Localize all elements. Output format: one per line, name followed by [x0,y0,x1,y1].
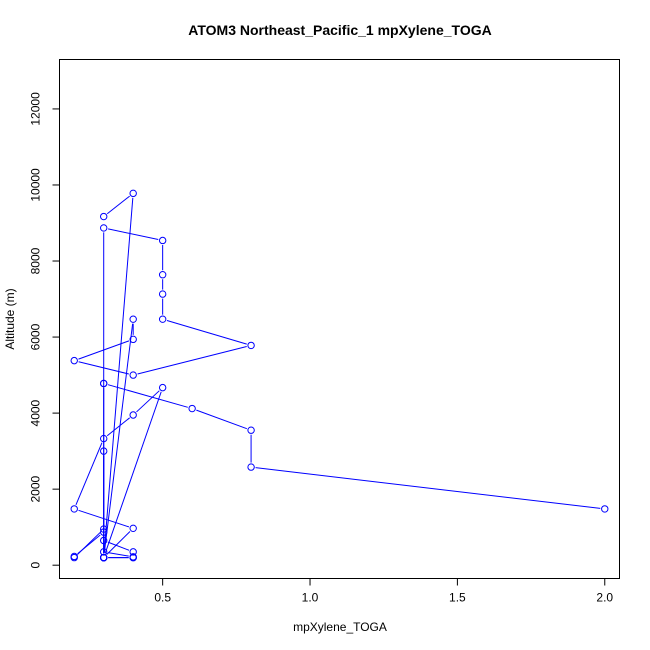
data-point [100,379,108,388]
data-point [100,536,108,545]
data-point [100,525,108,533]
series-line-segment [106,195,130,215]
series-line-segment [136,390,160,413]
data-point [100,528,108,536]
series-line-segment [103,323,134,554]
series-line-segment [75,442,103,505]
series-line-segment [196,409,248,430]
y-tick-label: 6000 [29,323,43,350]
data-point [70,356,78,365]
y-tick-label: 8000 [29,247,43,274]
x-tick-label: 1.0 [302,591,319,605]
series-line-segment [103,197,134,554]
data-point [129,524,137,533]
series-line-segment [106,417,130,437]
data-point [129,335,137,344]
data-point [100,548,108,556]
x-tick-label: 0.5 [154,591,171,605]
data-point [70,505,78,513]
data-point [158,271,167,279]
series-line-segment [104,391,162,554]
data-point [158,290,167,298]
x-axis-label: mpXylene_TOGA [293,620,387,634]
data-point [158,236,167,245]
series-line-segment [78,361,129,375]
data-point [129,553,137,562]
series-line-segment [78,340,130,360]
y-tick-label: 4000 [29,399,43,426]
data-point [100,224,108,232]
series-line-segment [108,228,159,241]
data-point [247,463,255,471]
y-tick-label: 10000 [29,168,43,202]
data-point [188,404,196,413]
series-line-segment [108,552,129,557]
data-point [247,426,255,434]
x-tick-label: 2.0 [596,591,613,605]
series-layer [70,189,609,562]
data-point [129,411,137,419]
y-tick-label: 2000 [29,475,43,502]
y-axis-label: Altitude (m) [3,288,17,349]
series-line-segment [107,384,188,408]
series-line-segment [255,467,601,509]
data-point [601,505,609,513]
data-point [129,189,137,198]
data-point [100,434,108,443]
series-line-segment [137,346,247,375]
x-tick-label: 1.5 [449,591,466,605]
data-point [129,548,137,556]
y-axis: 0 2000 4000 6000 8000 10000 12000 [29,92,60,569]
y-tick-label: 12000 [29,92,43,126]
x-axis: 0.5 1.0 1.5 2.0 [154,578,613,605]
series-line-segment [107,541,130,551]
series-line-segment [106,531,131,555]
data-point [129,315,137,323]
series-line-segment [77,531,101,555]
y-tick-label: 0 [29,562,43,569]
series-line-segment [166,319,247,345]
data-point [70,553,78,562]
data-point [100,553,108,562]
data-point [129,371,137,379]
data-point [100,212,108,221]
data-point [158,315,167,323]
chart-title: ATOM3 Northeast_Pacific_1 mpXylene_TOGA [188,22,491,38]
data-point [100,447,108,455]
data-point [247,341,255,350]
data-point [158,383,167,392]
